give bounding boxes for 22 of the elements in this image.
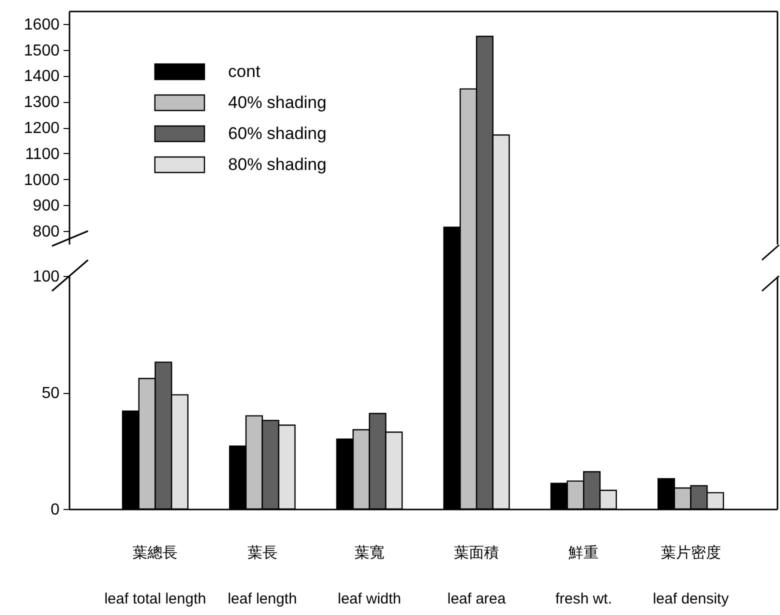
legend-label: 60% shading <box>228 124 326 143</box>
y-tick-label: 1100 <box>25 146 60 163</box>
y-tick-label: 0 <box>50 502 60 518</box>
y-tick-label: 1000 <box>24 172 60 189</box>
y-tick-label: 1600 <box>24 16 60 34</box>
legend-label: 80% shading <box>228 154 326 174</box>
category-label: 葉長 leaf length <box>228 544 297 608</box>
y-tick-label: 1300 <box>24 94 60 112</box>
y-tick-label: 50 <box>42 385 60 402</box>
legend-label: 40% shading <box>228 92 326 112</box>
category-label: 葉面積 leaf area <box>447 544 506 608</box>
y-tick-label: 1200 <box>24 120 60 137</box>
y-tick-label: 800 <box>32 224 60 241</box>
y-tick-label: 1500 <box>24 42 60 60</box>
y-tick-label: 900 <box>32 198 60 215</box>
y-tick-label: 1400 <box>24 68 60 86</box>
y-tick-label: 100 <box>32 268 60 286</box>
legend-label: cont <box>228 62 261 81</box>
category-label: 鮮重 fresh wt. <box>555 544 612 608</box>
category-label: 葉片密度 leaf density <box>652 544 729 608</box>
category-label: 葉寬 leaf width <box>338 544 402 608</box>
category-label: 葉總長 leaf total length <box>104 544 206 608</box>
